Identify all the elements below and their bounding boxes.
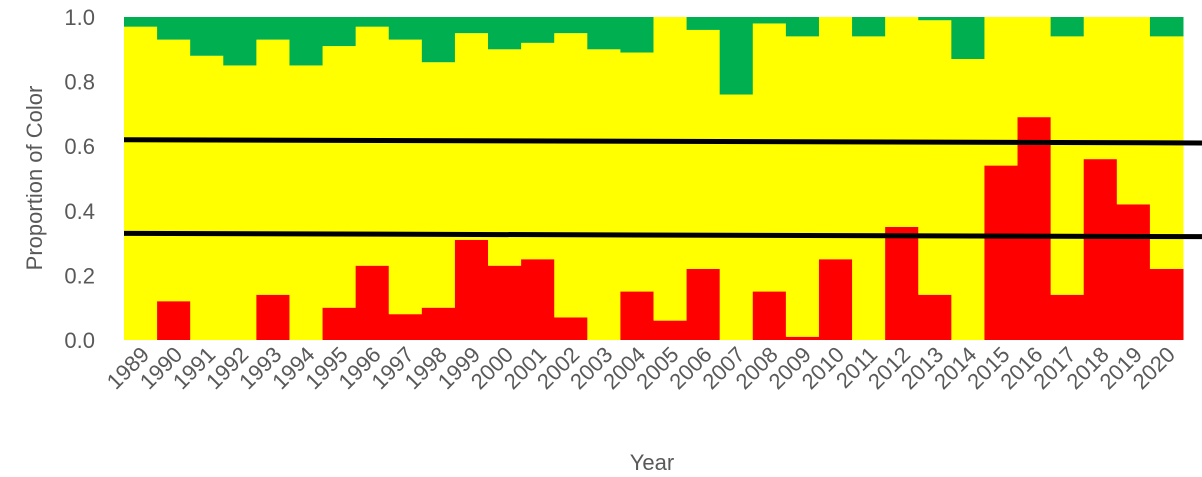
y-axis-title: Proportion of Color: [22, 86, 47, 271]
bar-segment-2001-s2: [521, 17, 555, 43]
bar-segment-2004-s0: [620, 291, 654, 340]
y-tick-label: 0.6: [64, 134, 95, 159]
bar-segment-1997-s2: [388, 17, 423, 40]
bar-segment-1991-s1: [190, 55, 224, 340]
bar-segment-2008-s1: [752, 23, 787, 292]
bar-segment-2010-s0: [818, 259, 853, 340]
bar-segment-2005-s0: [653, 320, 688, 340]
bar-segment-2014-s1: [951, 58, 985, 341]
bar-segment-2006-s0: [686, 268, 721, 340]
bar-segment-1996-s1: [355, 26, 390, 266]
bar-segment-2001-s0: [521, 259, 555, 340]
bar-segment-1999-s2: [454, 17, 489, 34]
bar-segment-2005-s1: [653, 17, 688, 321]
bar-segment-2006-s2: [686, 17, 721, 30]
bar-segment-2007-s1: [719, 94, 754, 341]
bar-segment-1995-s1: [322, 46, 357, 308]
x-axis-title: Year: [630, 450, 674, 475]
bar-segment-2009-s0: [785, 336, 820, 340]
bar-segment-2020-s1: [1149, 36, 1184, 269]
bar-segment-2002-s2: [554, 17, 588, 34]
bar-segment-2018-s1: [1083, 17, 1118, 160]
bars-layer: [124, 17, 1184, 341]
bar-segment-2002-s0: [554, 317, 588, 340]
bar-segment-1992-s1: [223, 65, 257, 340]
bar-segment-1993-s0: [256, 294, 290, 340]
bar-segment-1992-s2: [223, 17, 257, 66]
y-tick-label: 0.8: [64, 70, 95, 95]
bar-segment-2004-s2: [620, 17, 654, 53]
bar-segment-2008-s0: [752, 291, 787, 340]
reference-line-2: [123, 230, 1202, 240]
reference-line-1: [123, 137, 1202, 146]
bar-segment-1990-s0: [157, 301, 191, 340]
bar-segment-1999-s1: [454, 33, 489, 240]
bar-segment-1994-s2: [289, 17, 324, 66]
bar-segment-1996-s0: [355, 265, 390, 340]
bar-segment-2016-s1: [1017, 17, 1052, 118]
bar-segment-2017-s2: [1050, 17, 1085, 37]
bar-segment-2016-s0: [1017, 117, 1052, 340]
bar-segment-2020-s0: [1149, 268, 1184, 340]
bar-segment-2000-s0: [488, 265, 522, 340]
bar-segment-2008-s2: [752, 17, 787, 24]
bar-segment-2004-s1: [620, 52, 654, 292]
bar-segment-2011-s1: [852, 36, 886, 340]
bar-segment-1995-s2: [322, 17, 357, 47]
bar-segment-2014-s2: [951, 17, 985, 59]
bar-segment-1998-s0: [421, 307, 456, 340]
bar-segment-1999-s0: [454, 239, 489, 340]
bar-segment-1998-s1: [421, 62, 456, 308]
bar-segment-2003-s2: [587, 17, 621, 50]
bar-segment-2017-s0: [1050, 294, 1085, 340]
bar-segment-2012-s0: [885, 226, 919, 340]
bar-segment-1990-s1: [157, 39, 191, 302]
bar-segment-2003-s1: [587, 49, 621, 341]
bar-segment-1989-s2: [124, 17, 158, 27]
bar-segment-2009-s1: [785, 36, 820, 337]
bar-segment-2010-s1: [818, 17, 853, 260]
bar-segment-2018-s0: [1083, 159, 1118, 340]
bar-segment-2015-s0: [984, 165, 1019, 340]
bar-segment-1997-s0: [388, 314, 423, 340]
reference-lines-layer: [123, 137, 1202, 240]
bar-segment-2009-s2: [785, 17, 820, 37]
bar-segment-1995-s0: [322, 307, 357, 340]
bar-segment-1991-s2: [190, 17, 224, 56]
bar-segment-2019-s0: [1116, 204, 1151, 340]
bar-segment-2013-s2: [918, 17, 952, 21]
bar-segment-2017-s1: [1050, 36, 1085, 295]
bar-segment-2006-s1: [686, 29, 721, 269]
bar-segment-2000-s1: [488, 49, 522, 266]
bar-segment-1990-s2: [157, 17, 191, 40]
bar-segment-2020-s2: [1149, 17, 1184, 37]
bar-segment-1996-s2: [355, 17, 390, 27]
bar-segment-2000-s2: [488, 17, 522, 50]
bar-segment-2019-s1: [1116, 17, 1151, 205]
y-tick-label: 1.0: [64, 5, 95, 30]
y-tick-label: 0.2: [64, 263, 95, 288]
bar-segment-2007-s2: [719, 17, 754, 95]
bar-segment-1997-s1: [388, 39, 423, 315]
bar-segment-2001-s1: [521, 42, 555, 260]
bar-segment-1998-s2: [421, 17, 456, 63]
bar-segment-2002-s1: [554, 33, 588, 318]
y-tick-label: 0.0: [64, 328, 95, 353]
y-tick-label: 0.4: [64, 199, 95, 224]
bar-segment-1993-s1: [256, 39, 290, 295]
bar-segment-2013-s1: [918, 20, 952, 295]
bar-segment-1993-s2: [256, 17, 290, 40]
bar-segment-1994-s1: [289, 65, 324, 340]
y-axis-ticks: 0.0 0.2 0.4 0.6 0.8 1.0: [64, 5, 95, 353]
bar-segment-2013-s0: [918, 294, 952, 340]
x-axis-ticks: 1989199019911992199319941995199619971998…: [102, 342, 1180, 394]
bar-segment-2012-s1: [885, 17, 919, 227]
bar-segment-2011-s2: [852, 17, 886, 37]
bar-segment-1989-s1: [124, 26, 158, 340]
